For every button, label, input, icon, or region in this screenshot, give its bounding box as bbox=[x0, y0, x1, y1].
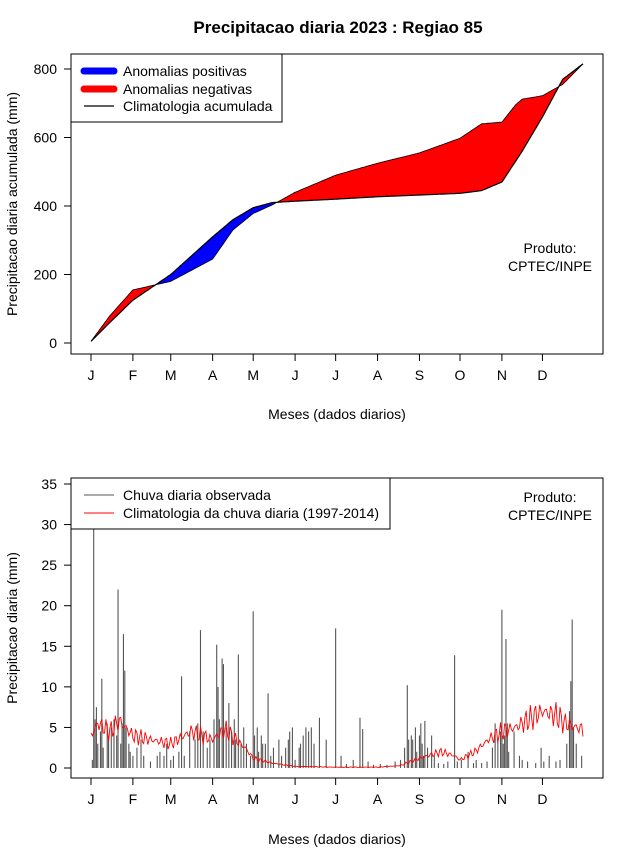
y-axis-top: 0 200 400 600 800 bbox=[34, 61, 72, 351]
negative-anomaly-area bbox=[91, 284, 156, 342]
x-tick-label-12: D bbox=[537, 367, 547, 383]
x-tick-label-7: J bbox=[332, 367, 339, 383]
cumulative-chart: 0 200 400 600 800 J F M A M J J A S O N D Meses (dados … bbox=[4, 53, 604, 422]
x-tick-label-4: A bbox=[208, 367, 218, 383]
x-tick-label-5: M bbox=[247, 791, 259, 807]
x-tick-label-12: D bbox=[537, 791, 547, 807]
legend-box-bottom bbox=[70, 477, 391, 530]
y-tick-label: 600 bbox=[34, 130, 58, 146]
x-tick-label-8: A bbox=[373, 367, 383, 383]
y-tick-label: 5 bbox=[49, 719, 57, 735]
x-tick-label-11: N bbox=[497, 367, 507, 383]
x-tick-label-9: S bbox=[415, 791, 424, 807]
y-tick-label: 0 bbox=[49, 335, 57, 351]
product-source-top: CPTEC/INPE bbox=[508, 258, 592, 274]
x-tick-label-3: M bbox=[165, 791, 177, 807]
legend-label-negative: Anomalias negativas bbox=[123, 81, 252, 97]
x-tick-label-4: A bbox=[208, 791, 218, 807]
x-tick-label-10: O bbox=[455, 367, 466, 383]
daily-climatology-line bbox=[90, 702, 584, 768]
y-tick-label: 15 bbox=[41, 638, 57, 654]
product-label-bottom: Produto: bbox=[524, 489, 577, 505]
x-tick-label-8: A bbox=[373, 791, 383, 807]
y-tick-label: 30 bbox=[41, 517, 57, 533]
y-tick-label: 200 bbox=[34, 267, 58, 283]
y-tick-label: 20 bbox=[41, 598, 57, 614]
y-axis-label-bottom: Precipitacao diaria (mm) bbox=[4, 552, 20, 704]
legend-top: Anomalias positivas Anomalias negativas … bbox=[70, 53, 283, 123]
x-tick-label-6: J bbox=[292, 791, 299, 807]
x-axis-label-top: Meses (dados diarios) bbox=[268, 406, 406, 422]
y-axis-label-top: Precipitacao diaria acumulada (mm) bbox=[4, 92, 20, 316]
product-source-bottom: CPTEC/INPE bbox=[508, 507, 592, 523]
legend-bottom: Chuva diaria observada Climatologia da c… bbox=[70, 477, 391, 530]
x-tick-label-10: O bbox=[455, 791, 466, 807]
x-tick-label-5: M bbox=[247, 367, 259, 383]
y-tick-label: 25 bbox=[41, 557, 57, 573]
climatology-cumulative-line bbox=[90, 63, 584, 342]
x-tick-label-6: J bbox=[292, 367, 299, 383]
positive-anomaly-area bbox=[155, 202, 278, 285]
x-tick-label-11: N bbox=[497, 791, 507, 807]
chart-title: Precipitacao diaria 2023 : Regiao 85 bbox=[193, 18, 482, 37]
x-tick-label-9: S bbox=[415, 367, 424, 383]
product-label-top: Produto: bbox=[524, 240, 577, 256]
observed-cumulative-line bbox=[90, 63, 584, 342]
negative-anomaly-area bbox=[277, 84, 560, 203]
anomaly-areas bbox=[90, 63, 584, 342]
daily-chart: 0 5 10 15 20 25 30 35 J F M A M J J A S O N D Meses (dados… bbox=[4, 476, 604, 847]
x-tick-label-7: J bbox=[332, 791, 339, 807]
x-tick-label-1: J bbox=[88, 791, 95, 807]
legend-label-daily-climatology: Climatologia da chuva diaria (1997-2014) bbox=[123, 505, 379, 521]
y-axis-bottom: 0 5 10 15 20 25 30 35 bbox=[41, 476, 72, 776]
y-tick-label: 0 bbox=[49, 760, 57, 776]
legend-label-climatology: Climatologia acumulada bbox=[123, 98, 273, 114]
x-axis-label-bottom: Meses (dados diarios) bbox=[268, 831, 406, 847]
y-tick-label: 35 bbox=[41, 476, 57, 492]
x-tick-label-3: M bbox=[165, 367, 177, 383]
y-tick-label: 800 bbox=[34, 61, 58, 77]
legend-label-positive: Anomalias positivas bbox=[123, 63, 247, 79]
y-tick-label: 10 bbox=[41, 679, 57, 695]
y-tick-label: 400 bbox=[34, 198, 58, 214]
x-tick-label-1: J bbox=[88, 367, 95, 383]
x-tick-label-2: F bbox=[129, 367, 138, 383]
legend-label-observed: Chuva diaria observada bbox=[123, 487, 271, 503]
x-tick-label-2: F bbox=[129, 791, 138, 807]
